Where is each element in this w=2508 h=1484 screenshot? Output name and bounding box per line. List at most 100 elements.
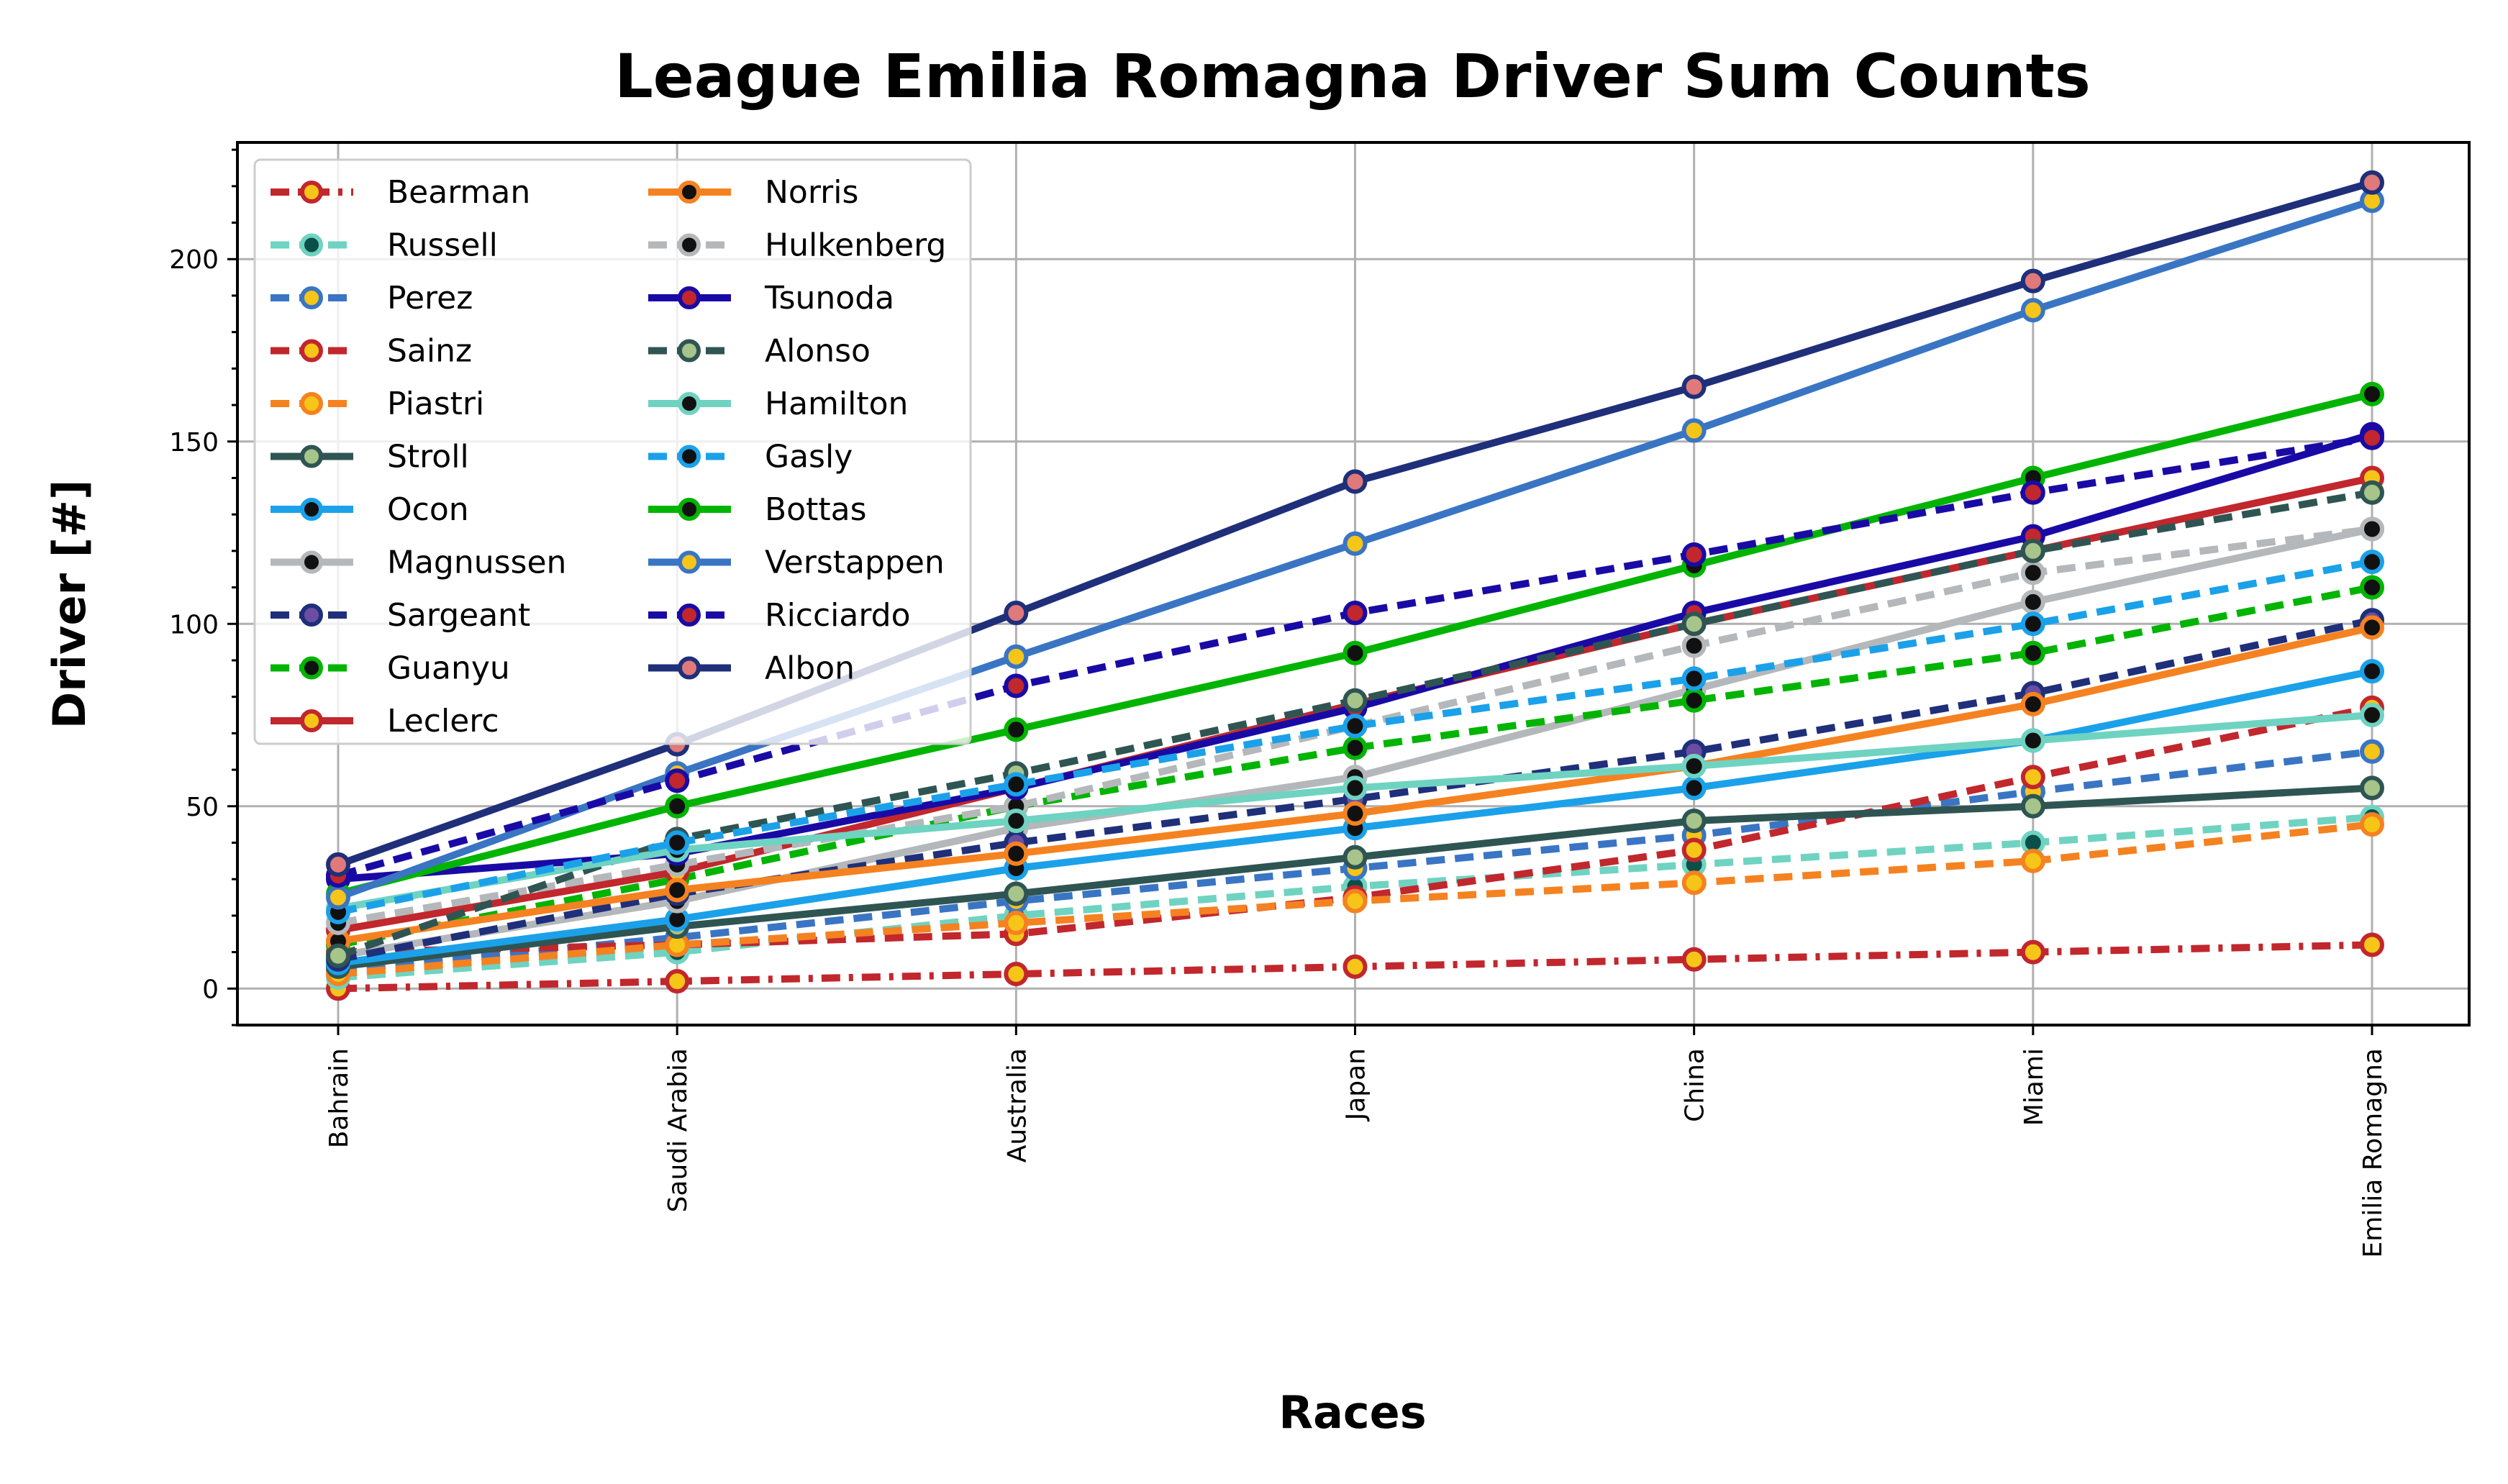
legend-item: Alonso: [648, 333, 871, 370]
legend-marker: [300, 498, 323, 521]
series-point: [1681, 809, 1707, 834]
legend-item: Bearman: [271, 174, 530, 211]
series-point: [2020, 611, 2045, 637]
legend-label: Sargeant: [387, 597, 530, 634]
legend-label: Guanyu: [387, 650, 510, 687]
series-point: [1004, 717, 1029, 742]
legend-marker: [300, 392, 323, 415]
legend-item: Verstappen: [648, 545, 945, 581]
legend-label: Alonso: [765, 333, 871, 370]
y-tick-label: 150: [169, 428, 219, 458]
y-tick-label: 200: [169, 245, 219, 275]
y-tick-label: 100: [169, 610, 219, 639]
series-point: [2020, 480, 2045, 505]
plot-frame: [236, 141, 2471, 1026]
series-point: [2360, 170, 2384, 195]
legend-label: Verstappen: [765, 545, 945, 581]
series-point: [1342, 714, 1368, 739]
series-point: [1681, 688, 1707, 713]
legend-item: Perez: [271, 280, 473, 317]
series-point: [1004, 772, 1029, 797]
series-point: [1004, 911, 1029, 936]
series-point: [1342, 735, 1368, 760]
series-point: [2020, 848, 2045, 873]
legend-marker: [678, 498, 701, 521]
series-point: [1681, 775, 1707, 801]
legend-label: Bearman: [387, 174, 530, 211]
legend-item: Guanyu: [271, 650, 510, 687]
series-point: [2360, 775, 2384, 801]
legend-item: Norris: [648, 174, 858, 211]
y-axis-label: Driver [#]: [43, 480, 96, 729]
series-point: [1681, 754, 1707, 779]
series-bearman: [326, 932, 2384, 1001]
x-tick-label: China: [1681, 1048, 1710, 1122]
series-point: [1681, 611, 1707, 637]
x-tick-label: Bahrain: [324, 1048, 354, 1148]
series-point: [1004, 601, 1029, 626]
legend-label: Ocon: [387, 491, 469, 528]
series-point: [1004, 673, 1029, 698]
series-point: [2360, 739, 2384, 764]
series-point: [1681, 633, 1707, 658]
series-point: [2020, 640, 2045, 665]
series-point: [665, 969, 690, 994]
legend-label: Albon: [765, 650, 855, 687]
legend-label: Gasly: [765, 439, 853, 475]
legend-label: Magnussen: [387, 545, 566, 581]
series-point: [1342, 531, 1368, 556]
legend-marker: [678, 445, 701, 468]
series-point: [1681, 666, 1707, 691]
legend-item: Hulkenberg: [648, 227, 946, 264]
legend-marker: [678, 339, 701, 363]
series-point: [2020, 538, 2045, 563]
y-tick-label: 50: [186, 793, 219, 822]
legend-label: Bottas: [765, 491, 867, 528]
series-point: [1681, 837, 1707, 862]
legend-item: Sainz: [271, 333, 472, 370]
legend-item: Hamilton: [648, 386, 908, 422]
series-point: [1342, 954, 1368, 979]
series-point: [1342, 688, 1368, 713]
series-point: [2360, 550, 2384, 575]
legend-marker: [300, 709, 323, 732]
legend-marker: [300, 656, 323, 680]
series-point: [1681, 870, 1707, 896]
legend-box: [253, 158, 972, 745]
series-point: [1342, 469, 1368, 494]
series-point: [2020, 560, 2045, 586]
legend-marker: [300, 550, 323, 574]
series-point: [2360, 575, 2384, 600]
legend: Bearman Russell Perez Sainz Piastri Stroll Oco…: [253, 158, 972, 745]
legend-label: Russell: [387, 227, 498, 264]
legend-label: Leclerc: [387, 703, 499, 739]
legend-label: Sainz: [387, 333, 472, 370]
series-point: [326, 852, 350, 877]
legend-item: Gasly: [648, 439, 853, 475]
legend-label: Tsunoda: [764, 280, 894, 317]
legend-marker: [678, 550, 701, 574]
series-point: [665, 878, 690, 903]
legend-marker: [678, 181, 701, 204]
series-point: [326, 885, 350, 910]
legend-label: Norris: [765, 174, 858, 211]
legend-marker: [678, 656, 701, 680]
legend-item: Bottas: [648, 491, 867, 528]
series-point: [2360, 703, 2384, 728]
legend-label: Perez: [387, 280, 473, 317]
x-tick-label: Australia: [1002, 1048, 1032, 1162]
legend-marker: [678, 233, 701, 257]
series-point: [1342, 640, 1368, 665]
series-point: [2360, 659, 2384, 684]
legend-item: Leclerc: [271, 703, 499, 739]
y-axis: 0 50 100 150 200: [169, 148, 237, 1026]
series-point: [2020, 728, 2045, 753]
legend-item: Ricciardo: [648, 597, 911, 634]
series-point: [2360, 516, 2384, 542]
legend-label: Piastri: [387, 386, 484, 422]
legend-marker: [300, 233, 323, 257]
legend-item: Magnussen: [271, 545, 566, 581]
legend-label: Hamilton: [765, 386, 908, 422]
series-point: [1004, 962, 1029, 987]
legend-marker: [300, 286, 323, 309]
